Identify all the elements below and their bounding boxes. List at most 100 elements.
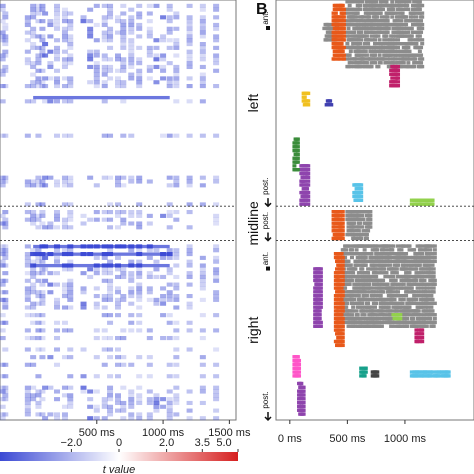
significance-point [335,22,340,27]
significance-point [356,22,361,27]
heatmap-cell [35,412,42,417]
significance-point [332,26,337,31]
heatmap-cell [213,294,220,299]
heatmap-cell [136,84,143,89]
heatmap-cell [54,225,61,230]
significance-point [340,213,345,218]
heatmap-cell [128,61,135,66]
significance-point [382,57,387,61]
heatmap-cell [54,57,61,62]
significance-point [356,30,361,34]
heatmap-cell [2,301,9,306]
heatmap-cell [67,404,74,409]
heatmap-cell [160,15,167,20]
heatmap-cell [54,7,61,12]
significance-point [316,271,321,275]
heatmap-cell [115,290,121,295]
significance-point [368,30,373,34]
heatmap-cell [87,49,94,54]
heatmap-x-axis: 500 ms 1000 ms 1500 ms [79,420,251,439]
heatmap-cell [115,374,121,379]
heatmap-cell [153,400,160,406]
significance-point [406,274,411,279]
significance-point [385,61,390,65]
heatmap-cell [166,416,173,421]
heatmap-cell [61,38,68,43]
significance-point [345,274,350,279]
heatmap-cell [213,221,220,226]
heatmap-cell [115,313,121,318]
significance-point [379,15,384,19]
significance-point [404,30,409,34]
significance-point [391,7,396,12]
heatmap-cell [24,210,31,215]
significance-point [370,267,375,271]
heatmap-cell [2,374,9,379]
significance-point [362,374,367,378]
significance-point [344,248,349,252]
significance-point [416,294,421,298]
significance-point [432,282,437,286]
significance-point [398,313,403,317]
heatmap-cell [153,57,160,62]
heatmap-cell [42,53,49,58]
significance-point [367,11,372,15]
significance-point [378,22,383,27]
significance-point [318,320,323,325]
heatmap-cell [61,290,68,295]
significance-point [420,3,425,8]
significance-point [412,301,417,306]
significance-point [413,313,418,317]
significance-point [404,267,409,271]
significance-point [303,168,308,172]
significance-point [382,38,387,42]
significance-point [389,68,394,73]
significance-point [390,42,395,46]
significance-point [378,0,383,4]
significance-point [378,45,383,50]
heatmap-cell [35,80,42,85]
significance-point [371,3,376,8]
significance-point [386,42,391,46]
heatmap-cell [39,68,46,73]
heatmap-cell [0,175,6,180]
significance-point [419,45,424,50]
heatmap-cell [0,68,6,73]
heatmap-cell [186,19,193,24]
significance-point [399,282,404,286]
significance-point [420,274,425,279]
significance-point [318,274,323,279]
significance-point [432,259,437,264]
heatmap-cell [128,72,135,77]
heatmap-cell [173,179,180,184]
significance-point [368,210,373,214]
significance-point [384,301,389,306]
significance-point [412,297,417,302]
heatmap-cell [67,297,74,302]
heatmap-cell [67,11,74,16]
heatmap-cell [136,175,143,180]
heatmap-cell [0,133,6,138]
significance-point [349,57,354,61]
significance-point [378,252,383,256]
significance-point [347,3,352,8]
significance-point [412,0,417,4]
heatmap-cell [213,7,220,12]
significance-point [315,274,320,279]
heatmap-cell [146,213,153,218]
heatmap-cell [67,294,74,299]
heatmap-cell [54,328,61,333]
heatmap-cell [61,328,68,333]
heatmap-cell [153,80,160,85]
heatmap-cell [93,183,100,188]
significance-point [363,278,368,283]
significance-point [396,72,401,76]
heatmap-cell [54,53,61,58]
significance-point [416,45,421,50]
significance-point [420,15,425,19]
heatmap-cell [107,3,114,8]
region-post-label: post. [261,212,270,229]
significance-point [407,0,412,4]
significance-point [370,316,375,321]
